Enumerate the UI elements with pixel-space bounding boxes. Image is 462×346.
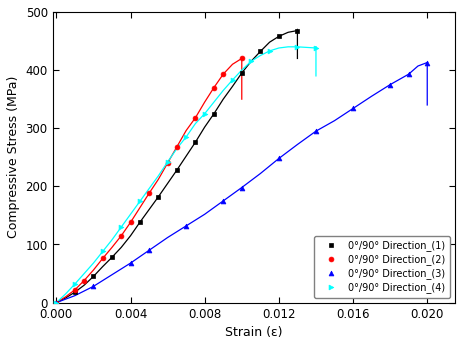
0°/90° Direction_(2): [54, 301, 59, 305]
0°/90° Direction_(2): [100, 256, 105, 261]
0°/90° Direction_(2): [174, 145, 180, 149]
0°/90° Direction_(3): [425, 61, 430, 65]
0°/90° Direction_(4): [137, 199, 143, 203]
0°/90° Direction_(3): [128, 261, 133, 265]
0°/90° Direction_(3): [220, 199, 226, 203]
Y-axis label: Compressive Stress (MPa): Compressive Stress (MPa): [7, 76, 20, 238]
0°/90° Direction_(4): [202, 112, 207, 116]
0°/90° Direction_(3): [183, 224, 189, 228]
Line: 0°/90° Direction_(3): 0°/90° Direction_(3): [54, 60, 430, 305]
0°/90° Direction_(1): [276, 34, 282, 38]
0°/90° Direction_(4): [165, 160, 170, 164]
0°/90° Direction_(2): [118, 234, 124, 238]
0°/90° Direction_(1): [257, 49, 263, 54]
0°/90° Direction_(1): [137, 220, 143, 225]
0°/90° Direction_(3): [54, 301, 59, 305]
Line: 0°/90° Direction_(1): 0°/90° Direction_(1): [54, 28, 300, 305]
0°/90° Direction_(3): [406, 72, 412, 76]
0°/90° Direction_(2): [146, 191, 152, 195]
0°/90° Direction_(3): [387, 83, 393, 87]
0°/90° Direction_(2): [72, 288, 78, 292]
0°/90° Direction_(1): [211, 112, 217, 116]
0°/90° Direction_(1): [193, 140, 198, 144]
0°/90° Direction_(3): [239, 185, 244, 190]
0°/90° Direction_(4): [118, 225, 124, 229]
0°/90° Direction_(2): [128, 220, 133, 225]
0°/90° Direction_(2): [81, 279, 87, 283]
0°/90° Direction_(3): [313, 129, 319, 133]
0°/90° Direction_(2): [220, 72, 226, 76]
0°/90° Direction_(3): [146, 248, 152, 252]
0°/90° Direction_(2): [211, 85, 217, 90]
0°/90° Direction_(4): [72, 282, 78, 286]
0°/90° Direction_(4): [248, 59, 254, 63]
0°/90° Direction_(2): [193, 116, 198, 120]
0°/90° Direction_(2): [239, 56, 244, 61]
0°/90° Direction_(4): [313, 46, 319, 50]
0°/90° Direction_(1): [54, 301, 59, 305]
Line: 0°/90° Direction_(4): 0°/90° Direction_(4): [54, 44, 318, 305]
0°/90° Direction_(1): [91, 274, 96, 279]
0°/90° Direction_(4): [54, 301, 59, 305]
0°/90° Direction_(3): [350, 106, 356, 110]
X-axis label: Strain (ε): Strain (ε): [225, 326, 283, 339]
0°/90° Direction_(1): [156, 195, 161, 199]
Line: 0°/90° Direction_(2): 0°/90° Direction_(2): [54, 56, 244, 305]
0°/90° Direction_(3): [276, 156, 282, 161]
0°/90° Direction_(1): [109, 255, 115, 260]
0°/90° Direction_(4): [100, 249, 105, 254]
0°/90° Direction_(1): [295, 28, 300, 33]
0°/90° Direction_(4): [295, 45, 300, 49]
0°/90° Direction_(1): [239, 71, 244, 75]
Legend: 0°/90° Direction_(1), 0°/90° Direction_(2), 0°/90° Direction_(3), 0°/90° Directi: 0°/90° Direction_(1), 0°/90° Direction_(…: [314, 236, 450, 298]
0°/90° Direction_(4): [230, 78, 235, 82]
0°/90° Direction_(1): [72, 290, 78, 294]
0°/90° Direction_(4): [267, 49, 273, 53]
0°/90° Direction_(3): [91, 284, 96, 289]
0°/90° Direction_(1): [174, 168, 180, 172]
0°/90° Direction_(4): [183, 135, 189, 139]
0°/90° Direction_(2): [165, 161, 170, 165]
